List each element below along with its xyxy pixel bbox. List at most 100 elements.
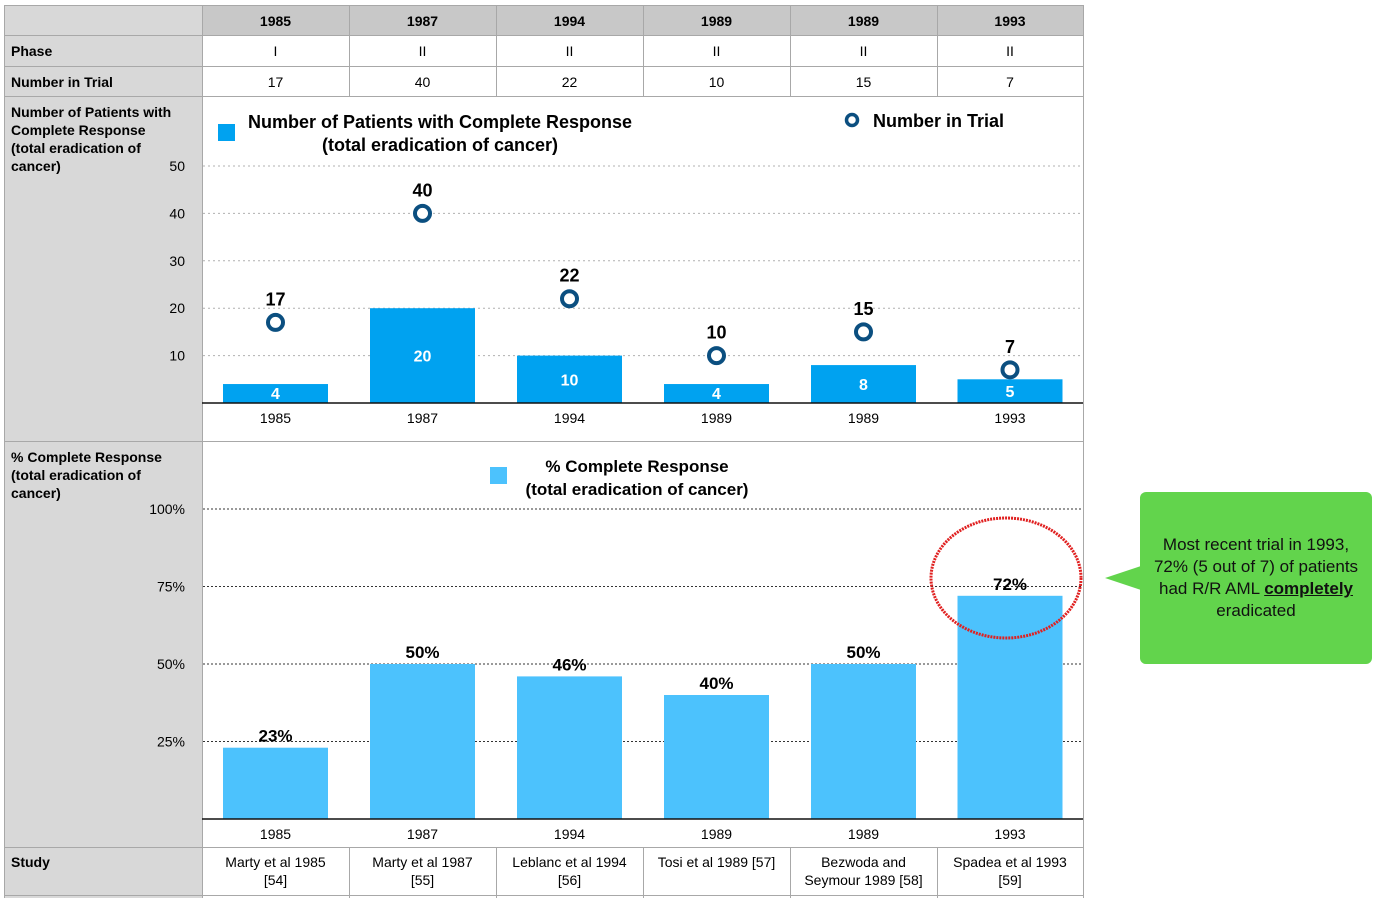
bar-data-label: 10 bbox=[561, 372, 579, 389]
study-cell: [55] bbox=[411, 872, 434, 888]
bar-data-label: 72% bbox=[993, 575, 1027, 594]
y-tick-label: 25% bbox=[157, 734, 185, 750]
x-tick-label: 1985 bbox=[260, 410, 291, 426]
chart2-row-label-line: (total eradication of bbox=[11, 467, 141, 483]
highlight-circle bbox=[929, 516, 1083, 640]
callout-emphasis: completely bbox=[1264, 579, 1353, 598]
x-tick-label: 1987 bbox=[407, 410, 438, 426]
trial-marker bbox=[413, 203, 432, 223]
trial-marker bbox=[854, 322, 873, 342]
legend-bar-label: % Complete Response bbox=[545, 457, 728, 476]
x-tick-label: 1994 bbox=[554, 826, 585, 842]
header-year: 1985 bbox=[260, 13, 291, 29]
header-year: 1989 bbox=[701, 13, 732, 29]
row-label-column-bg bbox=[4, 5, 202, 898]
header-year: 1987 bbox=[407, 13, 438, 29]
callout-tail bbox=[1105, 566, 1141, 590]
header-year: 1989 bbox=[848, 13, 879, 29]
number-in-trial-label: Number in Trial bbox=[11, 74, 113, 90]
number-in-trial-cell: 15 bbox=[856, 74, 872, 90]
bar bbox=[664, 384, 769, 403]
phase-cell: II bbox=[566, 43, 574, 59]
x-tick-label: 1989 bbox=[701, 410, 732, 426]
study-label: Study bbox=[11, 854, 50, 870]
number-in-trial-cell: 7 bbox=[1006, 74, 1014, 90]
bar-data-label: 4 bbox=[271, 386, 280, 403]
study-cell: Leblanc et al 1994 bbox=[512, 854, 627, 870]
number-in-trial-cell: 40 bbox=[415, 74, 431, 90]
bar-data-label: 50% bbox=[405, 643, 439, 662]
bar bbox=[370, 664, 475, 819]
x-tick-label: 1993 bbox=[994, 826, 1025, 842]
chart1-row-label-line: Number of Patients with bbox=[11, 104, 171, 120]
legend-bar-label: Number of Patients with Complete Respons… bbox=[248, 112, 632, 132]
chart1-row-label: Number of Patients with Complete Respons… bbox=[11, 104, 171, 174]
study-cell: [54] bbox=[264, 872, 287, 888]
study-cell: Spadea et al 1993 bbox=[953, 854, 1067, 870]
callout-text-part: Most recent trial in 1993, 72% (5 out of… bbox=[1153, 535, 1359, 598]
x-tick-label: 1989 bbox=[848, 826, 879, 842]
bar bbox=[517, 355, 622, 403]
legend-bar-swatch bbox=[490, 467, 507, 484]
bar-data-label: 40% bbox=[699, 674, 733, 693]
bar-data-label: 50% bbox=[846, 643, 880, 662]
header-year: 1994 bbox=[554, 13, 585, 29]
bar bbox=[223, 384, 328, 403]
bar bbox=[957, 379, 1063, 403]
phase-cell: I bbox=[274, 43, 278, 59]
table-cells: 1985 I 17 Marty et al 1985 [54] 1987 II 40 Marty… bbox=[225, 13, 1067, 888]
x-tick-label: 1987 bbox=[407, 826, 438, 842]
legend-marker-swatch bbox=[844, 112, 860, 128]
legend-marker-label: Number in Trial bbox=[873, 111, 1004, 131]
x-tick-label: 1993 bbox=[994, 410, 1025, 426]
y-tick-label: 50% bbox=[157, 656, 185, 672]
number-in-trial-cell: 22 bbox=[562, 74, 578, 90]
study-cell: Seymour 1989 [58] bbox=[804, 872, 922, 888]
marker-data-label: 22 bbox=[559, 266, 579, 286]
bar-data-label: 8 bbox=[859, 377, 868, 394]
trial-marker bbox=[707, 346, 726, 366]
bar bbox=[811, 365, 916, 403]
legend-bar-label: (total eradication of cancer) bbox=[526, 480, 749, 499]
callout-text-part: eradicated bbox=[1216, 601, 1296, 620]
chart2-plot: 25% 50% 75% 100% 23% 50% 46% 40% 50% 72% 1985 1987 1… bbox=[149, 501, 1083, 842]
marker-data-label: 7 bbox=[1005, 337, 1015, 357]
study-cell: Marty et al 1987 bbox=[372, 854, 473, 870]
chart1-row-label-line: cancer) bbox=[11, 158, 61, 174]
bar bbox=[811, 664, 916, 819]
chart2-row-label: % Complete Response (total eradication o… bbox=[11, 449, 162, 501]
chart2-legend: % Complete Response (total eradication o… bbox=[490, 457, 748, 499]
phase-cell: II bbox=[860, 43, 868, 59]
marker-data-label: 10 bbox=[706, 323, 726, 343]
y-tick-label: 10 bbox=[169, 348, 185, 364]
chart1-row-label-line: Complete Response bbox=[11, 122, 146, 138]
marker-data-label: 15 bbox=[853, 299, 873, 319]
chart2-row-label-line: cancer) bbox=[11, 485, 61, 501]
callout-box: Most recent trial in 1993, 72% (5 out of… bbox=[1140, 492, 1372, 664]
study-cell: Marty et al 1985 bbox=[225, 854, 326, 870]
phase-cell: II bbox=[419, 43, 427, 59]
phase-cell: II bbox=[1006, 43, 1014, 59]
y-tick-label: 20 bbox=[169, 300, 185, 316]
study-cell: Tosi et al 1989 [57] bbox=[658, 854, 776, 870]
chart1-plot: 10 20 30 40 50 4 20 10 4 8 5 1985 1987 1994 1989 1989 19… bbox=[169, 158, 1083, 426]
phase-label: Phase bbox=[11, 43, 52, 59]
number-in-trial-cell: 10 bbox=[709, 74, 725, 90]
trial-marker bbox=[560, 289, 579, 309]
study-cell: Bezwoda and bbox=[821, 854, 906, 870]
bar-data-label: 23% bbox=[258, 727, 292, 746]
chart2-row-label-line: % Complete Response bbox=[11, 449, 162, 465]
bar bbox=[223, 747, 328, 819]
x-tick-label: 1989 bbox=[848, 410, 879, 426]
chart1-legend: Number of Patients with Complete Respons… bbox=[218, 111, 1004, 155]
trial-marker bbox=[266, 312, 285, 332]
y-tick-label: 100% bbox=[149, 501, 185, 517]
bar-data-label: 20 bbox=[414, 349, 432, 366]
phase-cell: II bbox=[713, 43, 721, 59]
study-cell: [59] bbox=[998, 872, 1021, 888]
x-tick-label: 1994 bbox=[554, 410, 585, 426]
y-tick-label: 75% bbox=[157, 579, 185, 595]
header-year: 1993 bbox=[994, 13, 1025, 29]
trial-marker bbox=[1000, 360, 1020, 380]
